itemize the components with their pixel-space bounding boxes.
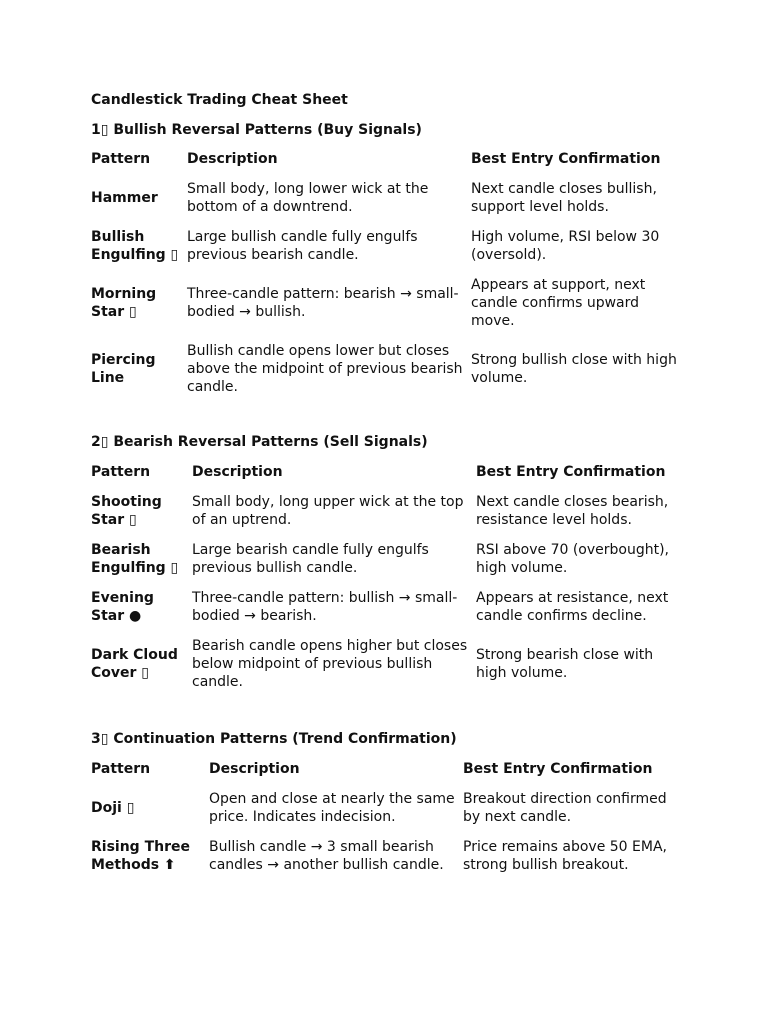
section-heading-bearish: 2▯ Bearish Reversal Patterns (Sell Signa… <box>91 434 428 450</box>
pattern-name: Bullish Engulfing ▯ <box>91 229 179 263</box>
bearish-patterns-table: Pattern Description Best Entry Confirmat… <box>91 457 691 697</box>
table-row: Rising Three Methods ⬆ Bullish candle → … <box>91 832 691 880</box>
table-row: Bullish Engulfing ▯ Large bullish candle… <box>91 222 691 270</box>
table-row: Evening Star ● Three-candle pattern: bul… <box>91 583 691 631</box>
pattern-description: Bullish candle opens lower but closes ab… <box>187 343 463 395</box>
pattern-description: Bearish candle opens higher but closes b… <box>192 638 468 690</box>
section-heading-bullish: 1▯ Bullish Reversal Patterns (Buy Signal… <box>91 122 422 138</box>
document-title: Candlestick Trading Cheat Sheet <box>91 92 348 108</box>
pattern-description: Open and close at nearly the same price.… <box>209 791 455 825</box>
column-header-description: Description <box>187 151 278 167</box>
pattern-confirmation: High volume, RSI below 30 (oversold). <box>471 229 660 263</box>
pattern-confirmation: Strong bearish close with high volume. <box>476 647 654 681</box>
table-row: Hammer Small body, long lower wick at th… <box>91 174 691 222</box>
pattern-confirmation: Next candle closes bullish, support leve… <box>471 181 657 215</box>
pattern-description: Large bullish candle fully engulfs previ… <box>187 229 418 263</box>
table-row: Bearish Engulfing ▯ Large bearish candle… <box>91 535 691 583</box>
pattern-confirmation: RSI above 70 (overbought), high volume. <box>476 542 670 576</box>
table-header-row: Pattern Description Best Entry Confirmat… <box>91 754 691 784</box>
pattern-description: Three-candle pattern: bullish → small- b… <box>192 590 458 624</box>
pattern-name: Rising Three Methods ⬆ <box>91 839 190 873</box>
pattern-name: Bearish Engulfing ▯ <box>91 542 179 576</box>
pattern-confirmation: Price remains above 50 EMA, strong bulli… <box>463 839 667 873</box>
column-header-pattern: Pattern <box>91 761 151 777</box>
pattern-description: Small body, long upper wick at the top o… <box>192 494 464 528</box>
column-header-confirmation: Best Entry Confirmation <box>476 464 666 480</box>
column-header-pattern: Pattern <box>91 151 151 167</box>
pattern-name: Hammer <box>91 190 158 206</box>
table-row: Dark Cloud Cover ▯ Bearish candle opens … <box>91 631 691 697</box>
pattern-confirmation: Appears at support, next candle confirms… <box>471 277 646 329</box>
pattern-description: Small body, long lower wick at the botto… <box>187 181 429 215</box>
pattern-name: Evening Star ● <box>91 590 154 624</box>
column-header-pattern: Pattern <box>91 464 151 480</box>
continuation-patterns-table: Pattern Description Best Entry Confirmat… <box>91 754 691 880</box>
table-row: Doji ▯ Open and close at nearly the same… <box>91 784 691 832</box>
pattern-name: Shooting Star ▯ <box>91 494 162 528</box>
pattern-description: Three-candle pattern: bearish → small- b… <box>187 286 459 320</box>
pattern-confirmation: Appears at resistance, next candle confi… <box>476 590 669 624</box>
pattern-confirmation: Next candle closes bearish, resistance l… <box>476 494 669 528</box>
table-header-row: Pattern Description Best Entry Confirmat… <box>91 457 691 487</box>
column-header-description: Description <box>209 761 300 777</box>
section-heading-continuation: 3▯ Continuation Patterns (Trend Confirma… <box>91 731 457 747</box>
pattern-confirmation: Strong bullish close with high volume. <box>471 352 677 386</box>
pattern-name: Doji ▯ <box>91 800 135 816</box>
pattern-name: Dark Cloud Cover ▯ <box>91 647 178 681</box>
table-row: Piercing Line Bullish candle opens lower… <box>91 336 691 402</box>
bullish-patterns-table: Pattern Description Best Entry Confirmat… <box>91 144 691 402</box>
pattern-description: Bullish candle → 3 small bearish candles… <box>209 839 444 873</box>
table-row: Morning Star ▯ Three-candle pattern: bea… <box>91 270 691 336</box>
column-header-confirmation: Best Entry Confirmation <box>471 151 661 167</box>
pattern-name: Morning Star ▯ <box>91 286 157 320</box>
column-header-description: Description <box>192 464 283 480</box>
table-row: Shooting Star ▯ Small body, long upper w… <box>91 487 691 535</box>
pattern-name: Piercing Line <box>91 352 156 386</box>
pattern-description: Large bearish candle fully engulfs previ… <box>192 542 429 576</box>
column-header-confirmation: Best Entry Confirmation <box>463 761 653 777</box>
pattern-confirmation: Breakout direction confirmed by next can… <box>463 791 667 825</box>
table-header-row: Pattern Description Best Entry Confirmat… <box>91 144 691 174</box>
